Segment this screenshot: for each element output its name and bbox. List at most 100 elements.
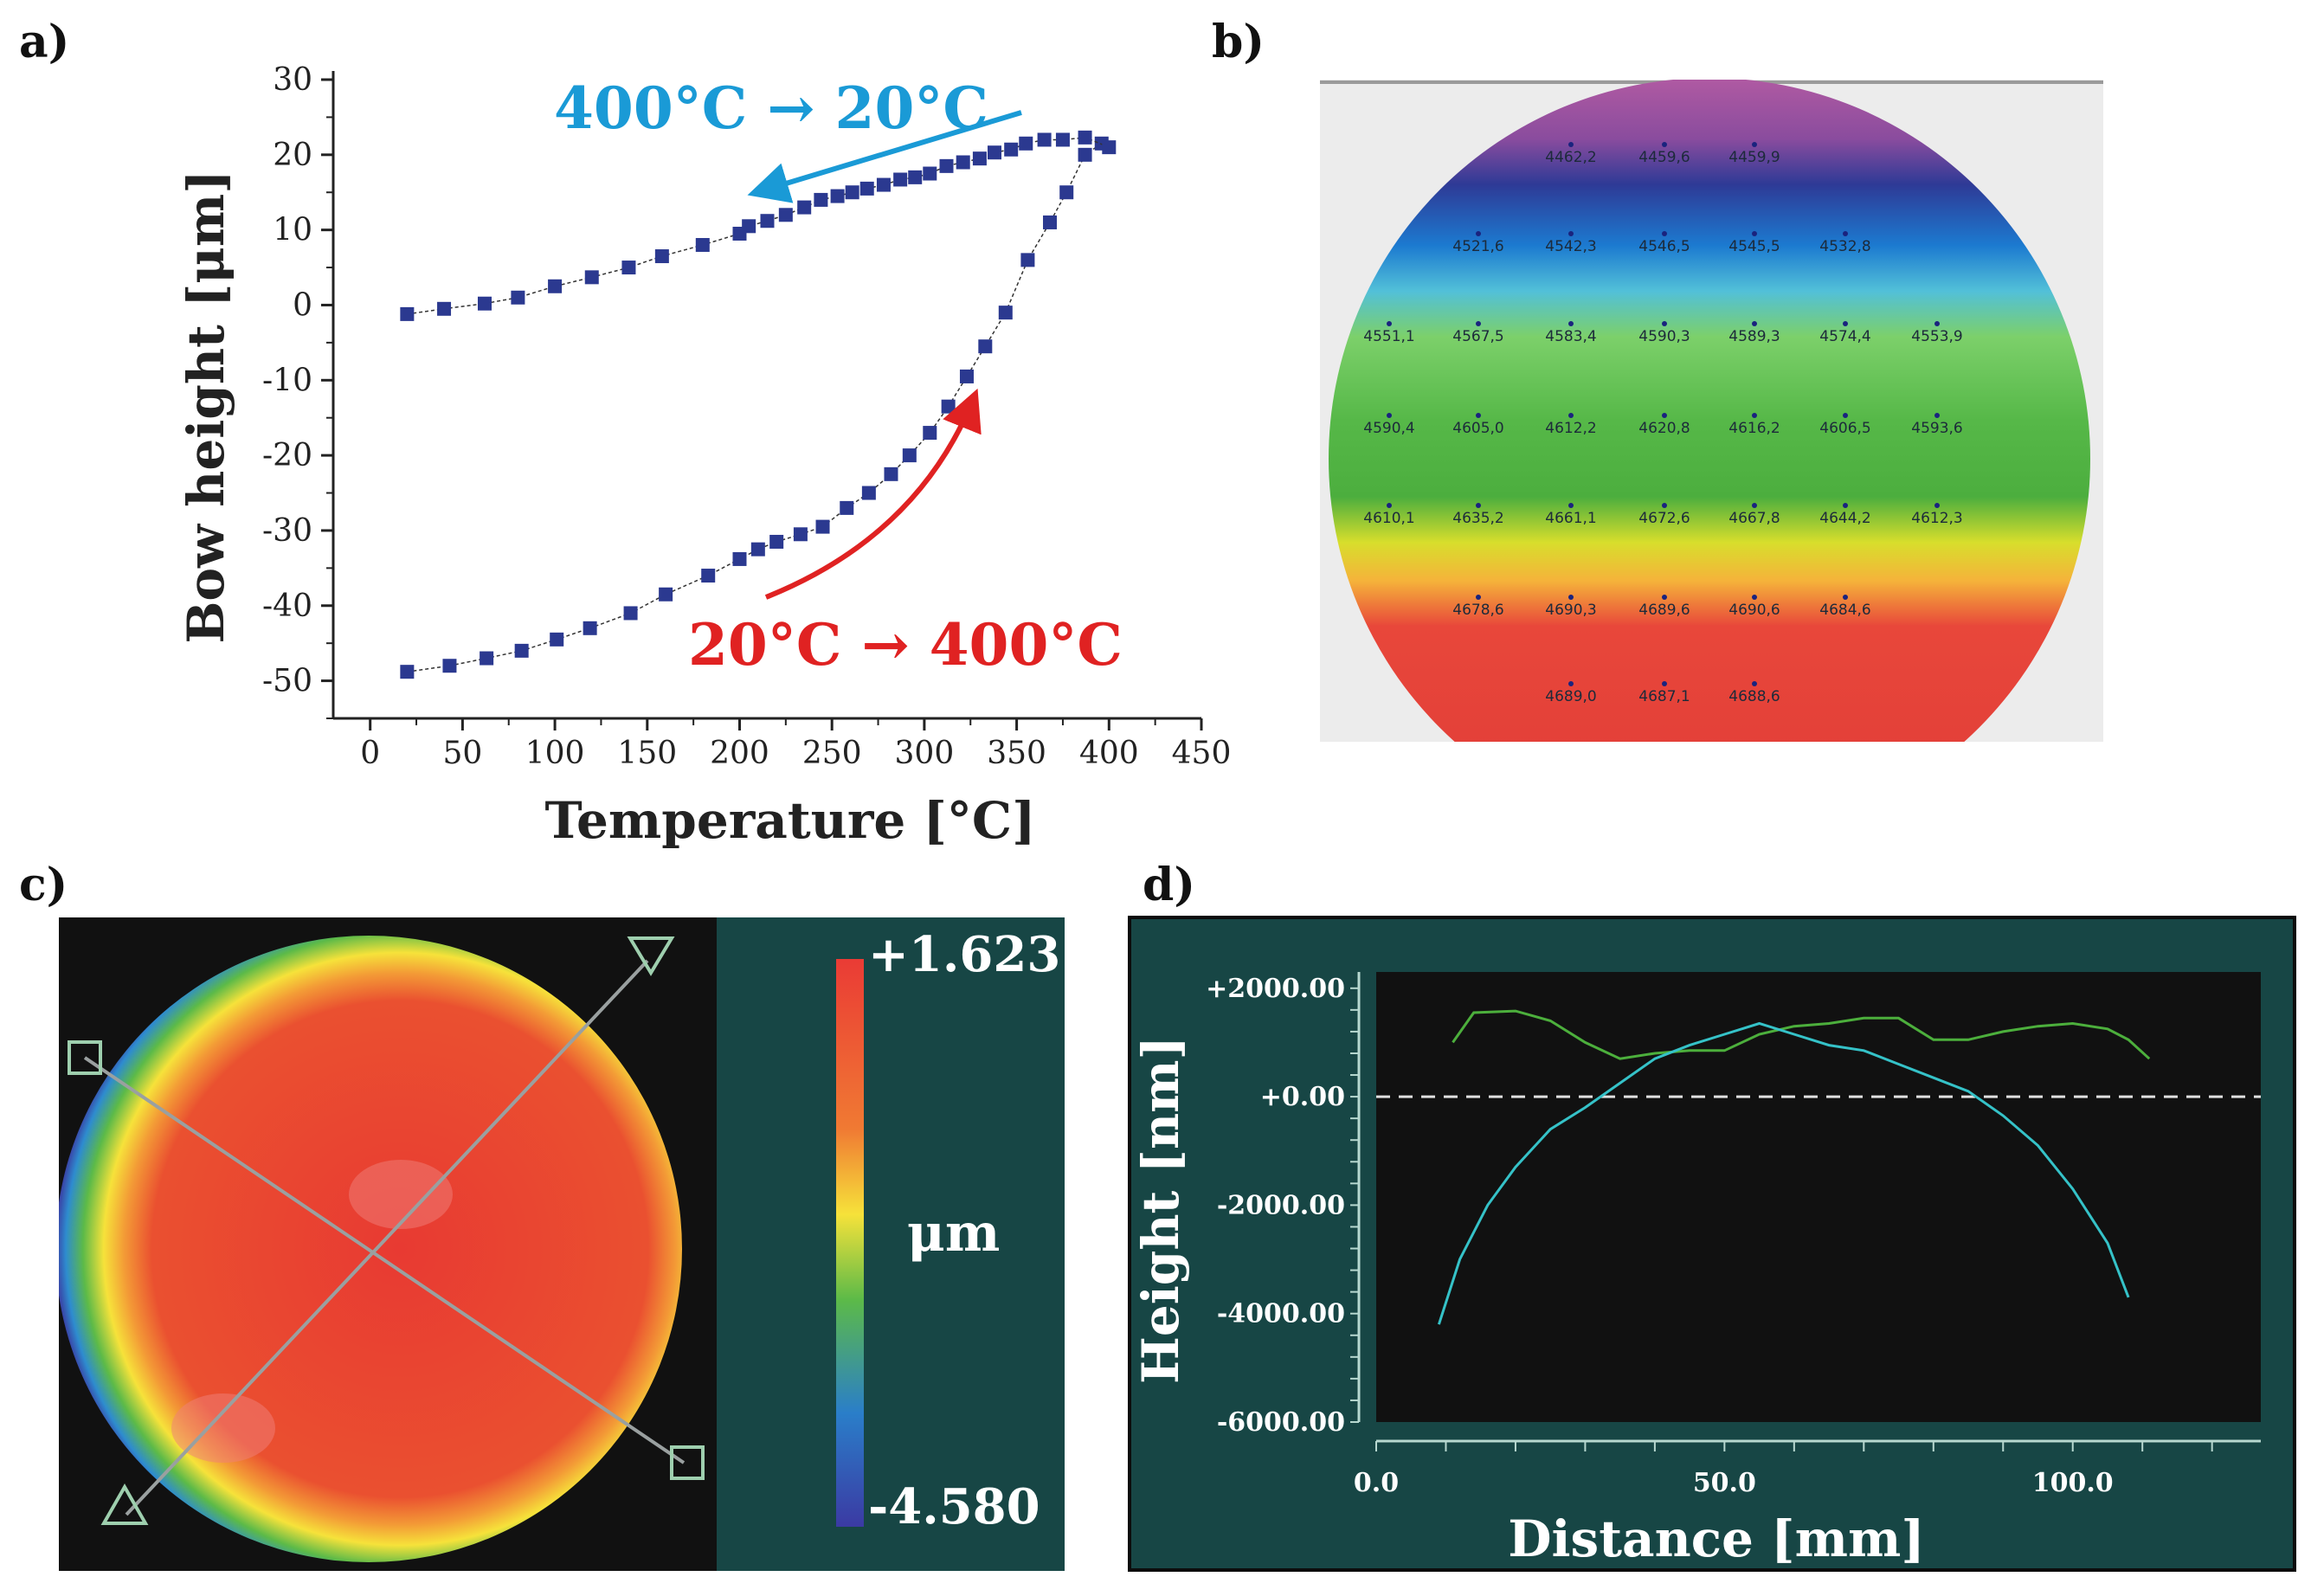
b-measure-point xyxy=(1843,595,1848,600)
a-x-tick-label: 300 xyxy=(895,736,955,771)
b-measure-point xyxy=(1568,413,1574,418)
b-measure-value: 4690,3 xyxy=(1545,602,1596,619)
b-measure-value: 4606,5 xyxy=(1819,420,1870,437)
a-data-point xyxy=(1055,132,1070,147)
a-y-tick-label: 20 xyxy=(273,138,312,173)
d-plot-area xyxy=(1376,972,2261,1422)
b-measure-point xyxy=(1662,231,1667,236)
b-measure-value: 4612,3 xyxy=(1911,510,1962,527)
a-data-point xyxy=(760,214,775,228)
a-x-tick-label: 400 xyxy=(1079,736,1139,771)
c-handle-triangle-1[interactable] xyxy=(627,936,675,976)
a-data-point xyxy=(859,181,874,196)
a-data-point xyxy=(978,339,993,354)
b-measure-point xyxy=(1568,321,1574,326)
b-measure-point xyxy=(1934,503,1940,508)
a-data-point xyxy=(941,399,956,414)
b-measure-point xyxy=(1568,231,1574,236)
b-measure-point xyxy=(1387,321,1392,326)
b-measure-value: 4545,5 xyxy=(1728,238,1780,255)
a-data-point xyxy=(550,632,564,647)
b-measure-value: 4688,6 xyxy=(1728,688,1780,705)
b-measure-value: 4689,0 xyxy=(1545,688,1596,705)
a-data-point xyxy=(1078,147,1092,162)
a-data-point xyxy=(1102,140,1117,155)
wafer-b xyxy=(1329,80,2090,742)
c-handle-triangle-2[interactable] xyxy=(100,1483,149,1525)
b-measure-value: 4542,3 xyxy=(1545,238,1596,255)
c-colorbar-unit: μm xyxy=(907,1203,1000,1264)
b-measure-value: 4574,4 xyxy=(1819,328,1870,345)
a-data-point xyxy=(400,306,415,321)
b-measure-point xyxy=(1752,413,1757,418)
a-x-tick-label: 100 xyxy=(525,736,585,771)
a-data-point xyxy=(840,500,854,515)
a-data-point xyxy=(1078,130,1092,145)
a-data-point xyxy=(815,519,830,534)
a-x-tick-label: 350 xyxy=(987,736,1046,771)
b-measure-value: 4689,6 xyxy=(1638,602,1690,619)
a-xlabel: Temperature [°C] xyxy=(544,791,1035,850)
a-data-point xyxy=(884,467,898,481)
d-y-tick-label: +2000.00 xyxy=(1206,974,1345,1004)
a-data-point xyxy=(750,542,765,557)
a-data-point xyxy=(778,208,793,222)
a-data-point xyxy=(400,665,415,679)
a-data-point xyxy=(654,249,669,264)
a-ylabel: Bow height [μm] xyxy=(177,170,235,643)
a-data-point xyxy=(584,270,599,285)
b-measure-point xyxy=(1568,595,1574,600)
height-profile-chart: +2000.00 +0.00 -2000.00 -4000.00 -6000.00 0.0… xyxy=(1128,916,2296,1572)
a-data-point xyxy=(695,238,710,253)
d-xlabel: Distance [mm] xyxy=(1508,1509,1925,1568)
b-measure-point xyxy=(1934,413,1940,418)
b-measure-value: 4690,6 xyxy=(1728,602,1780,619)
d-x-tick-label: 100.0 xyxy=(2032,1468,2114,1498)
panel-label-b: b) xyxy=(1212,16,1265,68)
b-measure-point xyxy=(1752,321,1757,326)
b-measure-value: 4521,6 xyxy=(1452,238,1503,255)
a-data-point xyxy=(732,551,747,566)
a-data-point xyxy=(830,189,845,203)
d-series-cyan xyxy=(1437,1021,2130,1325)
c-colorbar-max: +1.623 xyxy=(868,926,1060,983)
b-measure-point xyxy=(1476,503,1481,508)
b-measure-point xyxy=(1752,503,1757,508)
c-colorbar-min: -4.580 xyxy=(868,1478,1040,1535)
a-y-tick-label: 0 xyxy=(293,287,312,323)
a-y-tick-label: -30 xyxy=(262,513,312,549)
a-data-point xyxy=(511,290,525,305)
d-x-tick-label: 0.0 xyxy=(1354,1468,1399,1498)
b-measure-value: 4462,2 xyxy=(1545,149,1596,166)
panel-label-a: a) xyxy=(19,16,70,68)
a-data-point xyxy=(583,621,597,635)
b-measure-point xyxy=(1843,503,1848,508)
b-measure-point xyxy=(1662,681,1667,686)
a-data-point xyxy=(793,527,808,542)
c-handle-square-1[interactable] xyxy=(68,1040,102,1075)
c-handle-square-2[interactable] xyxy=(670,1445,705,1480)
b-measure-value: 4590,3 xyxy=(1638,328,1690,345)
b-measure-point xyxy=(1568,681,1574,686)
a-data-point xyxy=(972,151,987,166)
b-measure-point xyxy=(1752,595,1757,600)
wafer-flatness-map: +1.623 μm -4.580 xyxy=(59,917,1065,1571)
a-data-point xyxy=(437,301,452,316)
a-heating-annotation: 20°C → 400°C xyxy=(688,611,1123,679)
a-data-point xyxy=(514,643,529,658)
a-data-point xyxy=(861,486,876,500)
c-section-line-2 xyxy=(125,959,649,1516)
a-data-point xyxy=(1020,253,1035,267)
b-measure-point xyxy=(1568,142,1574,147)
a-data-point xyxy=(480,651,494,666)
wafer-thickness-map: 4462,2 4459,6 4459,9 4521,6 4542,3 4546,5 4545… xyxy=(1320,80,2103,742)
b-measure-point xyxy=(1662,413,1667,418)
a-data-point xyxy=(797,200,812,215)
a-data-point xyxy=(845,185,859,200)
a-cooling-arrow xyxy=(747,110,1022,203)
a-series-line-0 xyxy=(407,143,1103,673)
b-measure-value: 4589,3 xyxy=(1728,328,1780,345)
c-colorbar xyxy=(836,959,864,1527)
b-measure-point xyxy=(1843,321,1848,326)
b-measure-point xyxy=(1752,142,1757,147)
